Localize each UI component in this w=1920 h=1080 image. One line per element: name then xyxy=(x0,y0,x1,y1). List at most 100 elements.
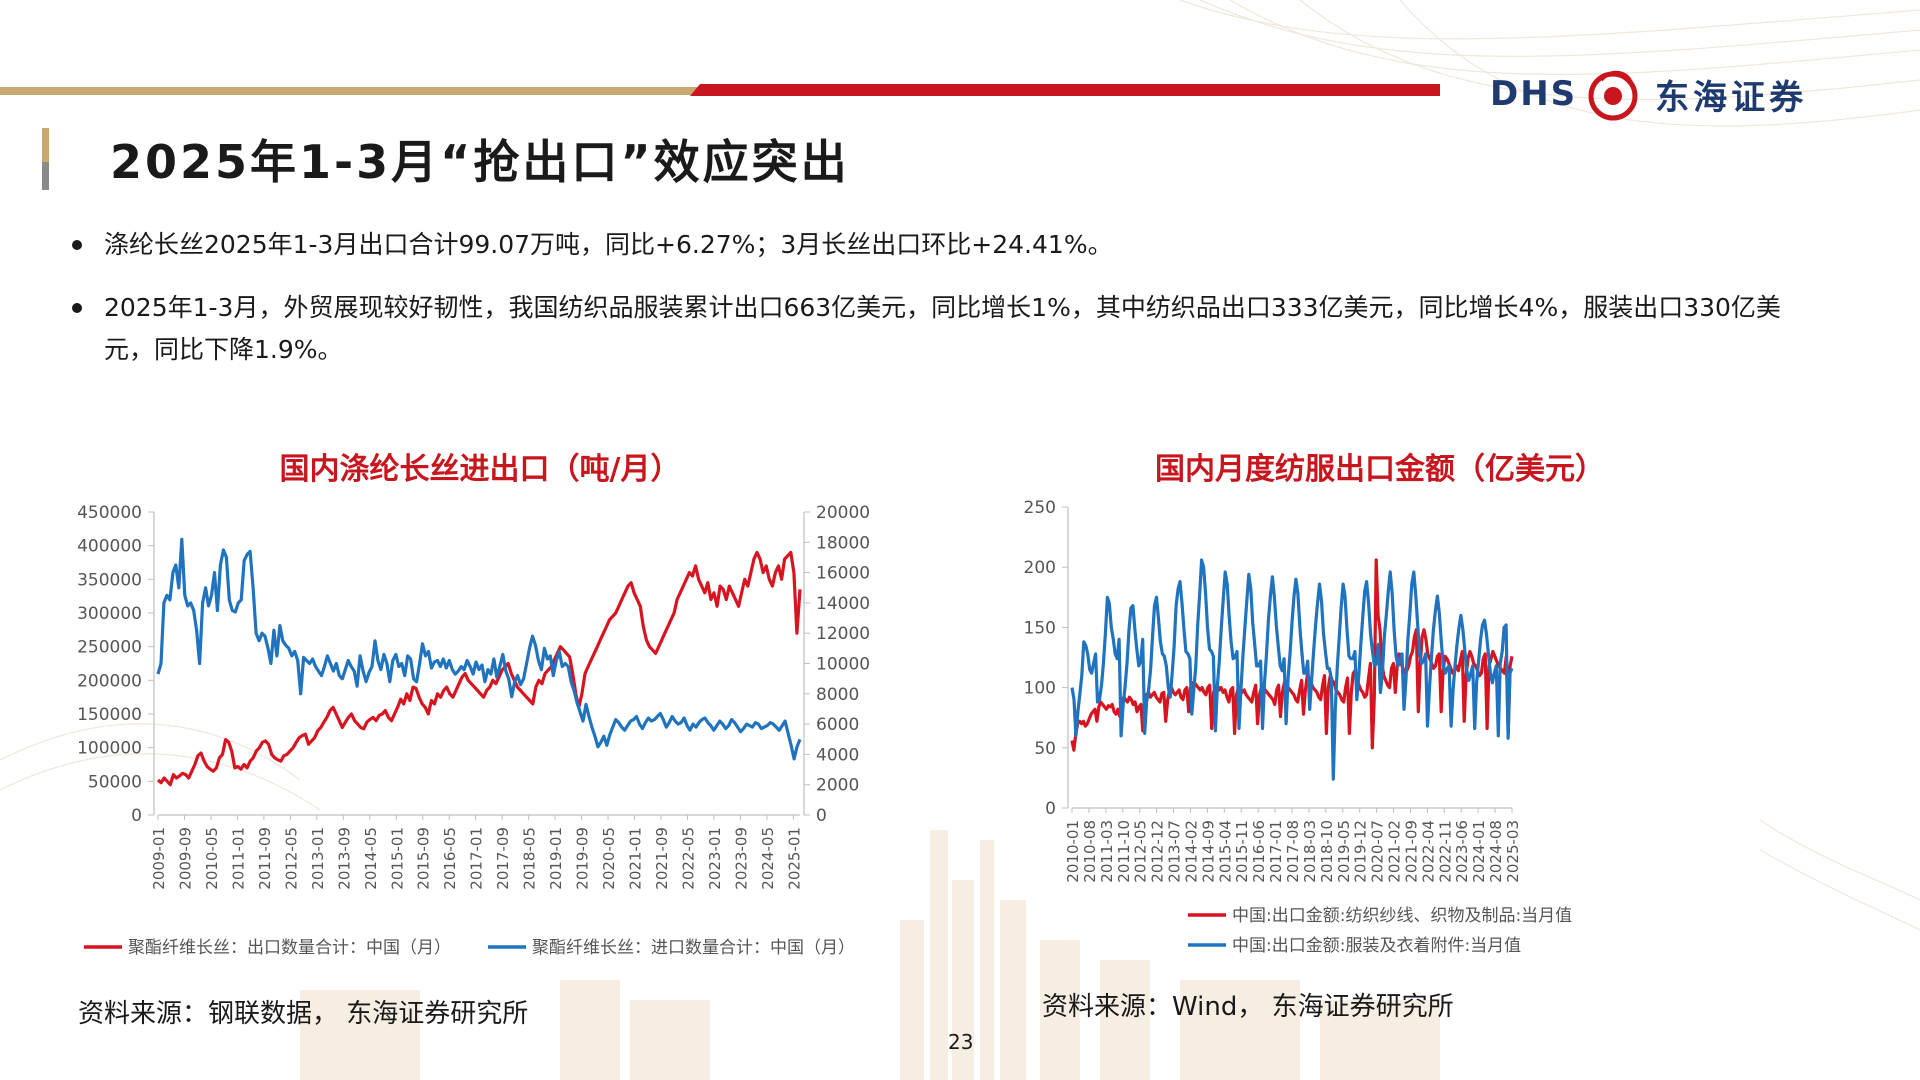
bullet-text: 2025年1-3月，外贸展现较好韧性，我国纺织品服装累计出口663亿美元，同比增… xyxy=(104,293,1781,364)
y2-tick-label: 8000 xyxy=(816,685,859,705)
x-tick-label: 2011-10 xyxy=(1115,820,1133,883)
logo-cn-text: 东海证券 xyxy=(1655,77,1808,118)
legend-label: 聚酯纤维长丝：出口数量合计：中国（月） xyxy=(128,938,451,958)
x-tick-label: 2019-12 xyxy=(1352,820,1370,883)
y-tick-label: 0 xyxy=(1045,799,1056,819)
x-tick-label: 2013-09 xyxy=(335,827,353,890)
x-tick-label: 2015-04 xyxy=(1216,820,1234,883)
x-tick-label: 2021-02 xyxy=(1386,820,1404,883)
header-gold-line xyxy=(0,87,700,95)
x-tick-label: 2023-09 xyxy=(732,827,750,890)
chart-2-source: 资料来源：Wind， 东海证券研究所 xyxy=(1042,992,1454,1022)
y-tick-label: 150000 xyxy=(77,705,142,725)
y-tick-label: 100000 xyxy=(77,739,142,759)
legend-label: 聚酯纤维长丝：进口数量合计：中国（月） xyxy=(532,938,855,958)
x-tick-label: 2024-05 xyxy=(759,827,777,890)
y2-tick-label: 18000 xyxy=(816,533,870,553)
bullet-item: 涤纶长丝2025年1-3月出口合计99.07万吨，同比+6.27%；3月长丝出口… xyxy=(72,224,1792,266)
y2-tick-label: 6000 xyxy=(816,715,859,735)
y2-tick-label: 12000 xyxy=(816,624,870,644)
y-tick-label: 50000 xyxy=(88,772,142,792)
x-tick-label: 2024-01 xyxy=(1470,820,1488,883)
y2-tick-label: 16000 xyxy=(816,564,870,584)
y-tick-label: 150 xyxy=(1024,618,1056,638)
x-tick-label: 2016-06 xyxy=(1250,820,1268,883)
company-logo: DHS 东海证券 xyxy=(1490,62,1807,126)
y-tick-label: 450000 xyxy=(77,503,142,523)
y2-tick-label: 4000 xyxy=(816,745,859,765)
bullet-dot xyxy=(72,240,82,250)
x-tick-label: 2010-05 xyxy=(203,827,221,890)
page-number: 23 xyxy=(948,1030,974,1054)
x-tick-label: 2024-08 xyxy=(1487,820,1505,883)
x-tick-label: 2025-03 xyxy=(1504,820,1522,883)
y-tick-label: 250000 xyxy=(77,638,142,658)
y-tick-label: 200000 xyxy=(77,671,142,691)
x-tick-label: 2017-01 xyxy=(1267,820,1285,883)
x-tick-label: 2011-03 xyxy=(1098,820,1116,883)
x-tick-label: 2010-08 xyxy=(1081,820,1099,883)
y-tick-label: 200 xyxy=(1024,558,1056,578)
bullet-item: 2025年1-3月，外贸展现较好韧性，我国纺织品服装累计出口663亿美元，同比增… xyxy=(72,287,1792,371)
dragon-emblem-icon xyxy=(1588,70,1638,121)
bullet-text: 涤纶长丝2025年1-3月出口合计99.07万吨，同比+6.27%；3月长丝出口… xyxy=(104,230,1113,259)
x-tick-label: 2013-07 xyxy=(1166,820,1184,883)
x-tick-label: 2014-02 xyxy=(1182,820,1200,883)
y-tick-label: 300000 xyxy=(77,604,142,624)
y2-tick-label: 10000 xyxy=(816,655,870,675)
y2-tick-label: 0 xyxy=(816,806,827,826)
x-tick-label: 2021-09 xyxy=(653,827,671,890)
x-tick-label: 2017-08 xyxy=(1284,820,1302,883)
x-tick-label: 2020-05 xyxy=(600,827,618,890)
chart-1-title: 国内涤纶长丝进出口（吨/月） xyxy=(279,452,681,487)
x-tick-label: 2010-01 xyxy=(1064,820,1082,883)
series-line-blue xyxy=(156,537,802,761)
y2-tick-label: 14000 xyxy=(816,594,870,614)
x-tick-label: 2019-01 xyxy=(547,827,565,890)
page-title: 2025年1-3月“抢出口”效应突出 xyxy=(110,135,850,189)
chart-polyester-filament-trade: 0 50000 100000 150000 200000 250000 300000 3500… xyxy=(77,503,870,958)
x-tick-label: 2012-05 xyxy=(282,827,300,890)
x-tick-label: 2012-12 xyxy=(1149,820,1167,883)
x-tick-label: 2016-05 xyxy=(441,827,459,890)
series-line-blue xyxy=(1070,558,1514,781)
y-tick-label: 50 xyxy=(1034,739,1056,759)
x-tick-label: 2020-07 xyxy=(1369,820,1387,883)
legend-label: 中国:出口金额:服装及衣着附件:当月值 xyxy=(1232,936,1521,956)
x-tick-label: 2025-01 xyxy=(785,827,803,890)
x-tick-label: 2018-05 xyxy=(521,827,539,890)
x-tick-label: 2015-11 xyxy=(1233,820,1251,883)
x-tick-label: 2014-09 xyxy=(1199,820,1217,883)
x-tick-label: 2021-09 xyxy=(1402,820,1420,883)
x-tick-label: 2023-06 xyxy=(1453,820,1471,883)
x-tick-label: 2017-09 xyxy=(494,827,512,890)
chart-textile-apparel-exports: 0 50 100 150 200 250 2010-012010-082011-032011… xyxy=(1024,498,1573,956)
bullet-dot xyxy=(72,303,82,313)
logo-dhs-text: DHS xyxy=(1490,74,1578,114)
x-tick-label: 2018-03 xyxy=(1301,820,1319,883)
x-tick-label: 2009-09 xyxy=(176,827,194,890)
y-tick-label: 350000 xyxy=(77,570,142,590)
x-tick-label: 2015-09 xyxy=(415,827,433,890)
x-tick-label: 2019-05 xyxy=(1335,820,1353,883)
legend-label: 中国:出口金额:纺织纱线、织物及制品:当月值 xyxy=(1232,906,1572,926)
y2-tick-label: 20000 xyxy=(816,503,870,523)
x-tick-label: 2011-09 xyxy=(256,827,274,890)
title-accent-bar xyxy=(42,128,49,190)
x-tick-label: 2011-01 xyxy=(229,827,247,890)
x-tick-label: 2014-05 xyxy=(362,827,380,890)
x-tick-label: 2009-01 xyxy=(150,827,168,890)
x-tick-label: 2022-11 xyxy=(1436,820,1454,883)
x-tick-label: 2022-04 xyxy=(1419,820,1437,883)
y-tick-label: 400000 xyxy=(77,537,142,557)
chart-2-title: 国内月度纺服出口金额（亿美元） xyxy=(1155,452,1605,487)
y-tick-label: 100 xyxy=(1024,679,1056,699)
series-line-red xyxy=(156,550,802,787)
x-tick-label: 2023-01 xyxy=(706,827,724,890)
y2-tick-label: 2000 xyxy=(816,776,859,796)
chart-1-source: 资料来源：钢联数据， 东海证券研究所 xyxy=(78,999,529,1029)
y-tick-label: 250 xyxy=(1024,498,1056,518)
x-tick-label: 2018-10 xyxy=(1318,820,1336,883)
x-tick-label: 2019-09 xyxy=(574,827,592,890)
